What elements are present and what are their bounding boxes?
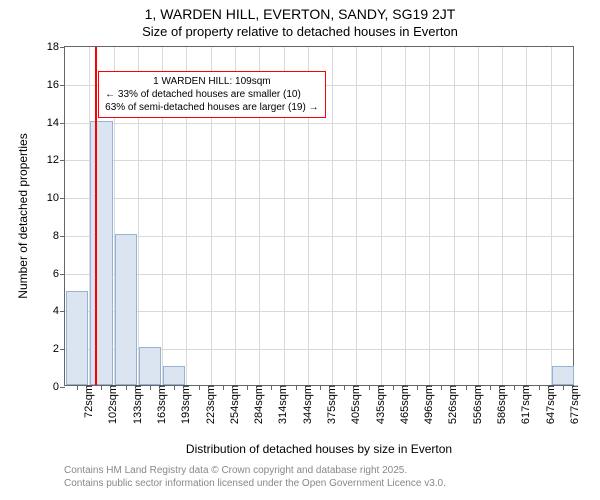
attribution-text: Contains HM Land Registry data © Crown c…: [64, 464, 446, 490]
grid-line-v: [405, 47, 406, 385]
x-tick-label: 133sqm: [126, 385, 144, 424]
x-tick-label: 72sqm: [77, 385, 95, 418]
grid-line-h: [65, 274, 573, 275]
y-tick-label: 4: [53, 305, 65, 317]
histogram-bar: [139, 347, 161, 385]
annotation-box: 1 WARDEN HILL: 109sqm← 33% of detached h…: [98, 71, 325, 118]
y-tick-label: 18: [47, 41, 65, 53]
x-tick-label: 163sqm: [150, 385, 168, 424]
x-tick-label: 647sqm: [539, 385, 557, 424]
x-tick-label: 617sqm: [514, 385, 532, 424]
grid-line-h: [65, 123, 573, 124]
attribution-line2: Contains public sector information licen…: [64, 478, 446, 489]
title-sub: Size of property relative to detached ho…: [0, 24, 600, 39]
y-tick-label: 10: [47, 192, 65, 204]
attribution-line1: Contains HM Land Registry data © Crown c…: [64, 465, 407, 476]
y-tick-label: 12: [47, 154, 65, 166]
x-tick-label: 465sqm: [393, 385, 411, 424]
chart-container: 1, WARDEN HILL, EVERTON, SANDY, SG19 2JT…: [0, 0, 600, 500]
grid-line-v: [526, 47, 527, 385]
histogram-bar: [90, 121, 112, 385]
y-axis-label: Number of detached properties: [16, 116, 30, 316]
x-tick-label: 223sqm: [199, 385, 217, 424]
y-tick-label: 2: [53, 343, 65, 355]
grid-line-h: [65, 160, 573, 161]
x-tick-label: 556sqm: [466, 385, 484, 424]
histogram-bar: [163, 366, 185, 385]
x-axis-label: Distribution of detached houses by size …: [64, 442, 574, 456]
histogram-bar: [115, 234, 137, 385]
grid-line-v: [454, 47, 455, 385]
annotation-line2: ← 33% of detached houses are smaller (10…: [105, 88, 318, 101]
grid-line-v: [356, 47, 357, 385]
x-tick-label: 284sqm: [247, 385, 265, 424]
x-tick-label: 496sqm: [417, 385, 435, 424]
x-tick-label: 314sqm: [271, 385, 289, 424]
grid-line-v: [478, 47, 479, 385]
x-tick-label: 586sqm: [490, 385, 508, 424]
x-tick-label: 526sqm: [441, 385, 459, 424]
y-tick-label: 8: [53, 230, 65, 242]
histogram-bar: [66, 291, 88, 385]
grid-line-h: [65, 198, 573, 199]
plot-area: 02468101214161872sqm102sqm133sqm163sqm19…: [64, 46, 574, 386]
property-marker-line: [95, 47, 97, 385]
x-tick-label: 405sqm: [344, 385, 362, 424]
y-tick-label: 14: [47, 117, 65, 129]
grid-line-v: [381, 47, 382, 385]
title-main: 1, WARDEN HILL, EVERTON, SANDY, SG19 2JT: [0, 6, 600, 22]
y-tick-label: 16: [47, 79, 65, 91]
grid-line-h: [65, 236, 573, 237]
x-tick-label: 344sqm: [296, 385, 314, 424]
annotation-line1: 1 WARDEN HILL: 109sqm: [105, 75, 318, 88]
annotation-line3: 63% of semi-detached houses are larger (…: [105, 101, 318, 114]
x-tick-label: 254sqm: [223, 385, 241, 424]
x-tick-label: 435sqm: [369, 385, 387, 424]
y-tick-label: 6: [53, 268, 65, 280]
histogram-bar: [552, 366, 574, 385]
y-tick-label: 0: [53, 381, 65, 393]
x-tick-label: 193sqm: [174, 385, 192, 424]
x-tick-label: 677sqm: [563, 385, 581, 424]
grid-line-h: [65, 311, 573, 312]
x-tick-label: 102sqm: [101, 385, 119, 424]
grid-line-v: [332, 47, 333, 385]
grid-line-v: [429, 47, 430, 385]
grid-line-v: [502, 47, 503, 385]
grid-line-v: [551, 47, 552, 385]
x-tick-label: 375sqm: [320, 385, 338, 424]
